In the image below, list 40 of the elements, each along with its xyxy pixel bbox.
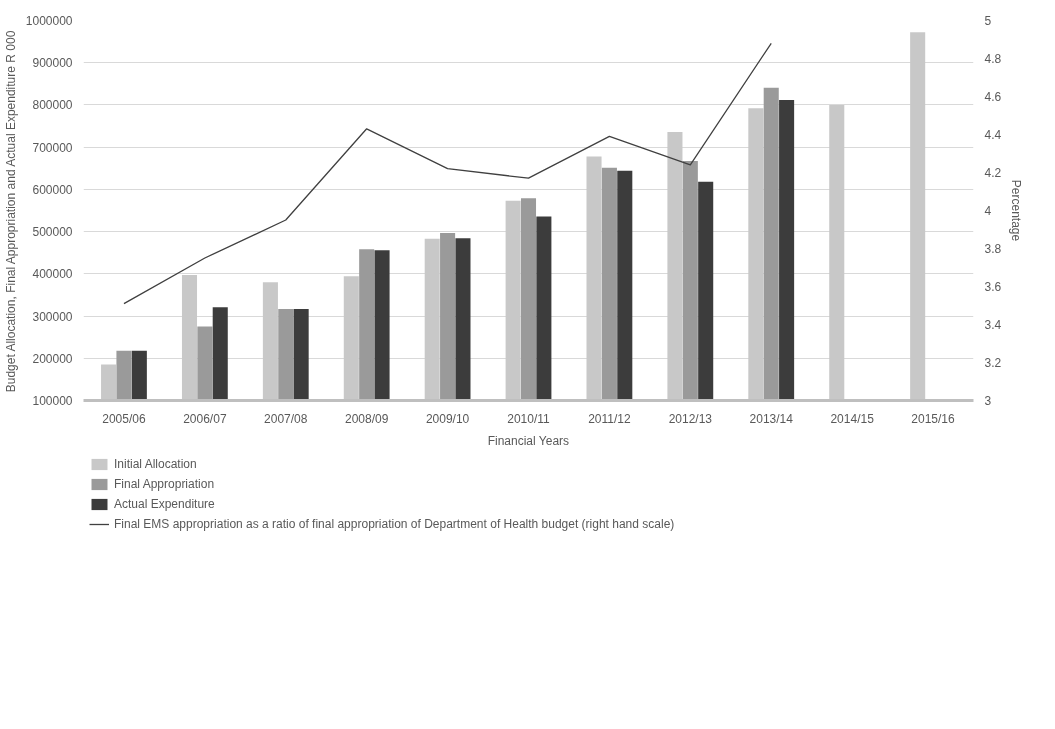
y2-tick-label: 3 <box>984 394 992 408</box>
y2-tick-label: 4.2 <box>984 166 1002 180</box>
y-tick-label: 1000000 <box>25 14 73 28</box>
y2-tick-label: 3.6 <box>984 280 1002 294</box>
x-tick-label: 2010/11 <box>507 411 551 426</box>
x-tick-label: 2007/08 <box>264 411 308 426</box>
legend-label: Final Appropriation <box>114 476 215 492</box>
x-tick-label: 2011/12 <box>588 411 631 426</box>
y-tick-label: 900000 <box>32 56 73 71</box>
y-axis-title: Budget Allocation, Final Appropriation and Actual Expenditure R 000 <box>3 30 18 393</box>
line-series <box>123 42 772 305</box>
y2-tick-label: 4.4 <box>984 128 1002 142</box>
legend-label: Final EMS appropriation as a ratio of final appropriation of Department of Health budget (right hand scale) <box>114 516 675 532</box>
x-tick-label: 2008/09 <box>344 411 389 426</box>
y-tick-label: 200000 <box>32 351 73 366</box>
y-tick-label: 300000 <box>32 309 73 324</box>
x-tick-label: 2015/16 <box>911 411 956 426</box>
x-tick-label: 2012/13 <box>668 411 713 426</box>
x-axis-title: Financial Years <box>487 433 570 448</box>
x-tick-label: 2006/07 <box>183 411 227 426</box>
y-tick-label: 700000 <box>32 140 73 155</box>
y-tick-label: 400000 <box>32 267 73 282</box>
x-tick-label: 2014/15 <box>830 411 875 426</box>
y2-tick-label: 4.8 <box>984 52 1002 66</box>
y2-tick-label: 3.2 <box>984 356 1002 370</box>
x-tick-label: 2013/14 <box>749 411 794 426</box>
y2-axis-title: Percentage <box>1009 179 1024 242</box>
y2-tick-label: 3.4 <box>984 318 1002 332</box>
y2-tick-label: 4.6 <box>984 90 1002 104</box>
y2-tick-label: 5 <box>984 14 992 28</box>
legend-label: Actual Expenditure <box>114 496 215 512</box>
x-tick-label: 2005/06 <box>102 411 146 426</box>
y-tick-label: 100000 <box>32 394 73 408</box>
y-tick-label: 500000 <box>32 225 73 240</box>
y2-tick-label: 3.8 <box>984 242 1002 256</box>
legend-label: Initial Allocation <box>114 456 197 472</box>
y2-tick-label: 4 <box>984 204 992 218</box>
y-tick-label: 600000 <box>32 182 73 197</box>
y-tick-label: 800000 <box>32 98 73 113</box>
x-tick-label: 2009/10 <box>425 411 470 426</box>
